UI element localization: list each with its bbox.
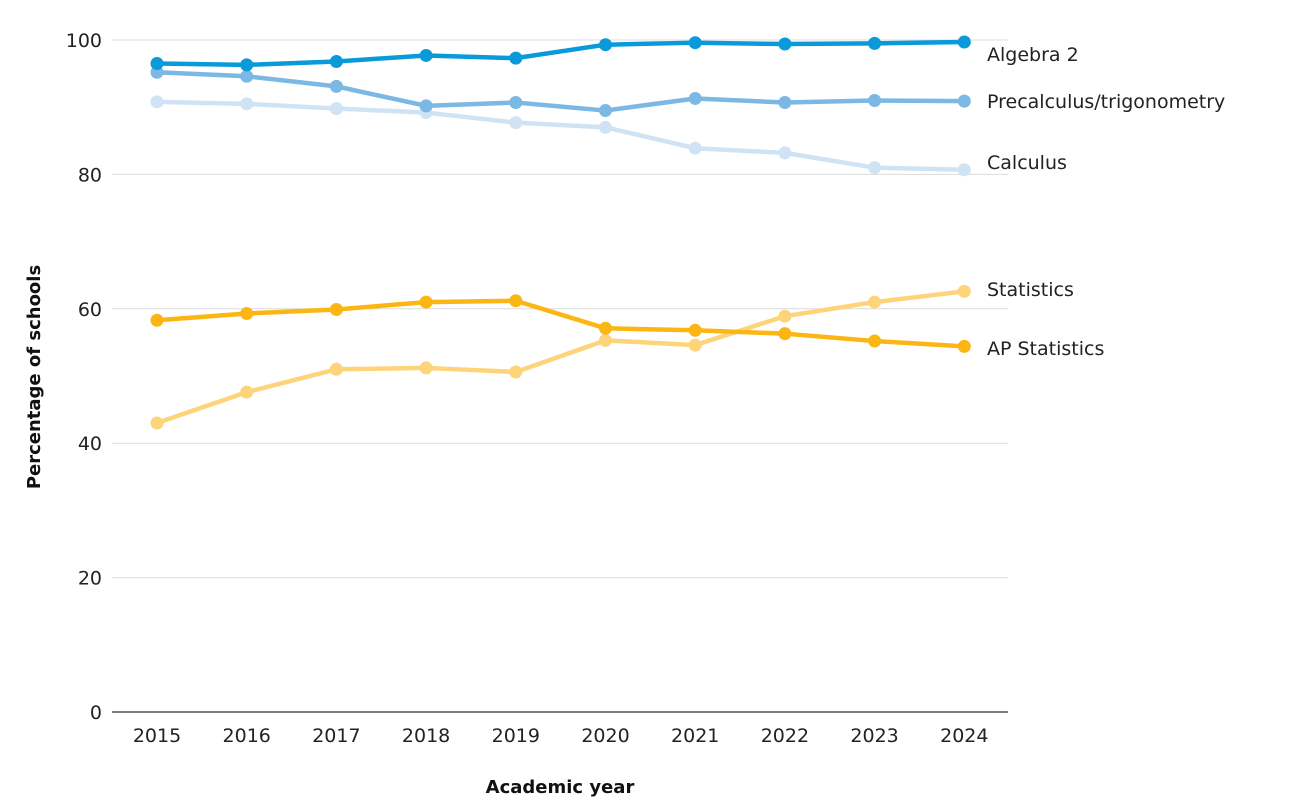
data-point-statistics-2023 [868,295,882,309]
data-point-ap-statistics-2015 [150,313,164,327]
series-label-statistics: Statistics [987,279,1074,301]
data-point-algebra-2-2020 [599,38,612,52]
data-point-ap-statistics-2023 [868,334,882,348]
data-point-statistics-2022 [778,309,792,323]
y-tick-label-20: 20 [78,568,102,590]
x-tick-label-2023: 2023 [850,725,898,747]
y-axis-title: Percentage of schools [24,265,45,489]
data-point-algebra-2-2018 [419,48,433,62]
series-label-algebra-2: Algebra 2 [987,44,1079,66]
data-point-calculus-2024 [957,163,971,177]
data-point-ap-statistics-2016 [240,307,254,321]
y-tick-label-40: 40 [78,433,102,455]
data-point-calculus-2021 [688,141,702,155]
data-point-precalculus-trigonometry-2023 [868,93,882,107]
series-labels: Algebra 2 Precalculus/trigonometry Calculu… [987,44,1225,360]
series-line-calculus [154,99,967,172]
data-point-precalculus-trigonometry-2016 [240,69,254,83]
data-point-calculus-2019 [509,116,523,130]
gridlines [112,39,1008,579]
x-tick-label-2021: 2021 [671,725,719,747]
data-point-statistics-2019 [509,365,523,379]
data-point-algebra-2-2019 [509,51,523,65]
data-point-calculus-2015 [150,95,164,109]
series-label-precalculus-trigonometry: Precalculus/trigonometry [987,91,1225,113]
data-point-calculus-2023 [868,161,882,175]
data-point-precalculus-trigonometry-2020 [599,104,612,118]
data-point-statistics-2017 [329,362,343,376]
data-point-precalculus-trigonometry-2021 [688,91,702,105]
data-point-calculus-2016 [240,97,254,111]
data-point-statistics-2018 [419,361,433,375]
data-point-ap-statistics-2022 [778,327,792,341]
data-point-ap-statistics-2021 [688,323,702,337]
series-algebra-2 [150,35,971,72]
x-tick-label-2015: 2015 [133,725,181,747]
data-point-calculus-2020 [599,120,612,134]
data-point-statistics-2016 [240,385,254,399]
data-point-algebra-2-2017 [329,55,343,69]
x-tick-label-2020: 2020 [581,725,629,747]
x-tick-label-2024: 2024 [940,725,988,747]
x-tick-label-2016: 2016 [223,725,271,747]
data-point-ap-statistics-2018 [419,295,433,309]
y-tick-label-100: 100 [66,30,102,52]
data-point-algebra-2-2021 [688,36,702,50]
data-point-precalculus-trigonometry-2018 [419,99,433,113]
data-point-precalculus-trigonometry-2019 [509,95,523,109]
data-point-algebra-2-2022 [778,37,792,51]
data-point-statistics-2020 [599,333,612,347]
y-tick-label-80: 80 [78,164,102,186]
series-label-calculus: Calculus [987,152,1067,174]
data-point-calculus-2022 [778,146,792,160]
series-statistics [150,284,971,430]
data-point-algebra-2-2024 [957,35,971,49]
series-precalculus-trigonometry [150,65,971,118]
series-line-statistics [154,289,967,426]
x-tick-label-2017: 2017 [312,725,360,747]
series-line-precalculus-trigonometry [154,70,967,113]
y-tick-label-60: 60 [78,299,102,321]
data-point-precalculus-trigonometry-2024 [957,94,971,108]
data-point-algebra-2-2016 [240,58,254,72]
data-point-statistics-2024 [957,284,971,298]
axes: 0 20 40 60 80 100 2015 2016 2017 2018 2019 2020 2021… [66,30,1008,747]
data-point-calculus-2017 [329,102,343,116]
x-tick-label-2018: 2018 [402,725,450,747]
data-point-algebra-2-2023 [868,36,882,50]
series-label-ap-statistics: AP Statistics [987,338,1104,360]
data-point-precalculus-trigonometry-2017 [329,79,343,93]
data-point-ap-statistics-2020 [599,321,612,335]
x-tick-label-2022: 2022 [761,725,809,747]
data-point-algebra-2-2015 [150,57,164,71]
data-point-statistics-2021 [688,338,702,352]
x-tick-label-2019: 2019 [492,725,540,747]
series-ap-statistics [150,294,971,353]
x-axis-title: Academic year [486,777,635,798]
data-point-ap-statistics-2024 [957,339,971,353]
series-group [150,35,971,430]
series-line-ap-statistics [154,298,967,349]
y-tick-label-0: 0 [90,702,102,724]
data-point-ap-statistics-2017 [329,302,343,316]
data-point-precalculus-trigonometry-2022 [778,95,792,109]
series-line-algebra-2 [154,39,967,68]
data-point-ap-statistics-2019 [509,294,523,308]
data-point-statistics-2015 [150,416,164,430]
